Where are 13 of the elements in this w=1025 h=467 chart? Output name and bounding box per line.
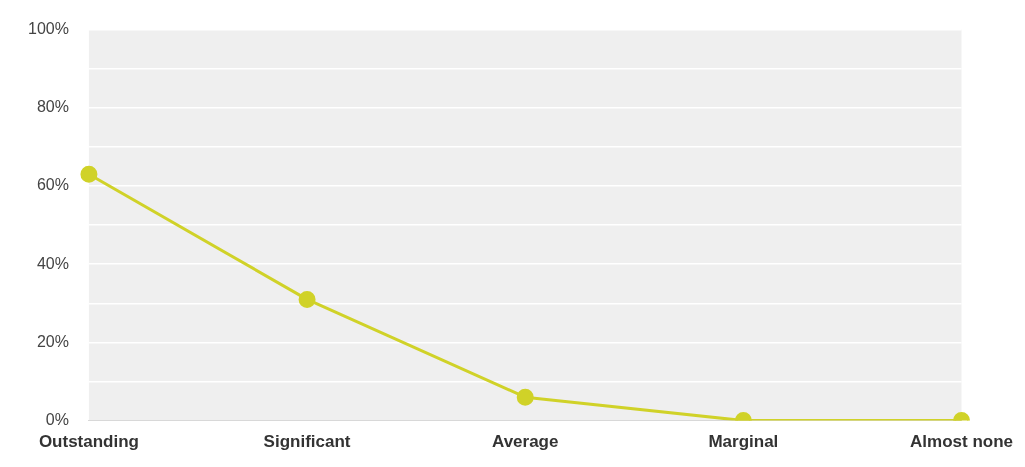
y-tick-label: 60% bbox=[36, 176, 69, 194]
y-tick-label: 100% bbox=[28, 20, 69, 38]
x-tick-label: Average bbox=[491, 432, 559, 452]
y-tick-label: 0% bbox=[45, 411, 69, 429]
y-tick-label: 80% bbox=[36, 98, 69, 116]
y-tick-label: 20% bbox=[36, 332, 69, 350]
x-tick-label: Marginal bbox=[708, 432, 779, 452]
x-tick-label: Almost none bbox=[910, 432, 1013, 452]
x-tick-label: Significant bbox=[263, 432, 351, 452]
x-tick-label: Outstanding bbox=[38, 432, 139, 452]
point bbox=[298, 290, 316, 308]
y-tick-label: 40% bbox=[36, 254, 69, 272]
point bbox=[80, 165, 98, 183]
